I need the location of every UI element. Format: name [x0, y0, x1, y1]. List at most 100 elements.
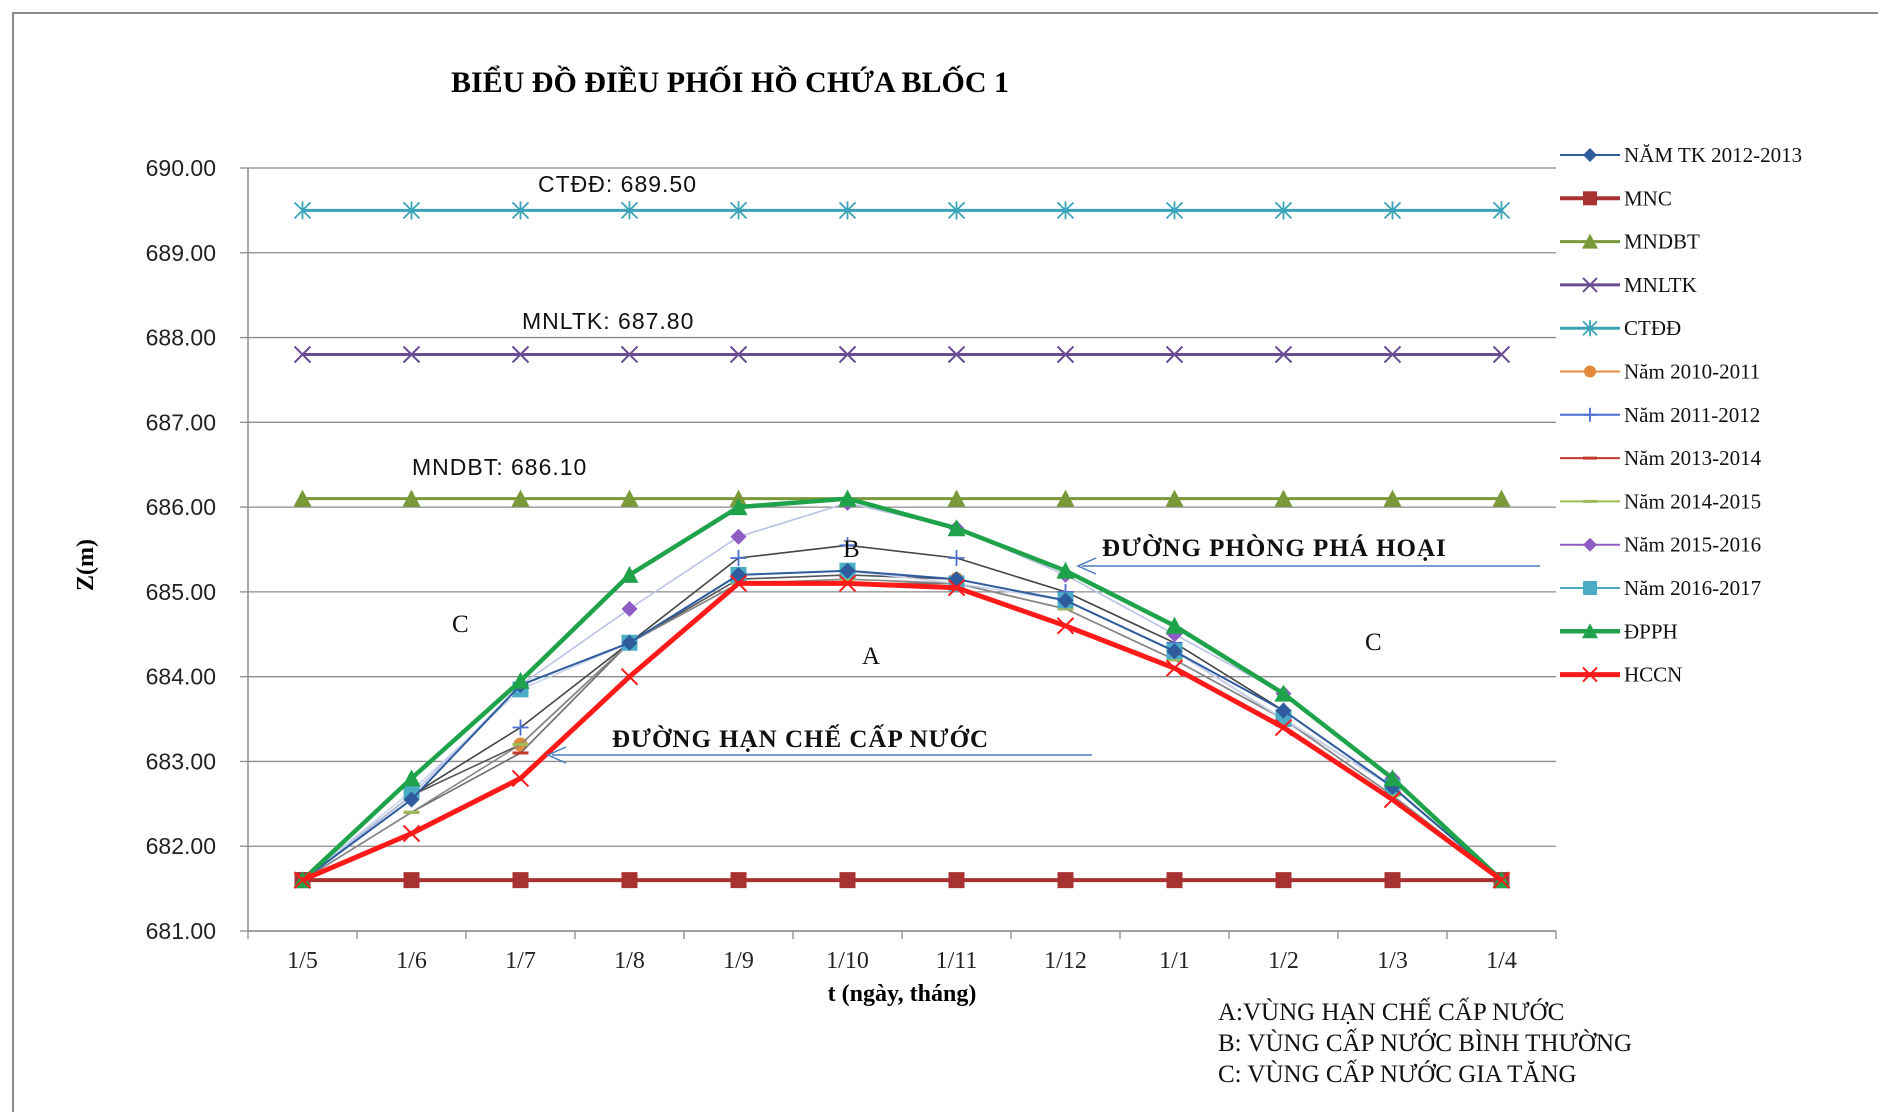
y-tick-labels: 681.00 682.00 683.00 684.00 685.00 686.00 687.… — [146, 155, 216, 944]
legend-item: Năm 2016-2017 — [1560, 576, 1761, 600]
y-tick-label: 687.00 — [146, 409, 216, 435]
legend-label: MNDBT — [1624, 230, 1700, 254]
series-6-point — [730, 549, 747, 566]
series-6-point — [839, 537, 856, 554]
series-3 — [293, 345, 1511, 364]
series-3-point — [947, 345, 966, 364]
series-1-point — [1166, 872, 1183, 889]
legend-item: ĐPPH — [1560, 619, 1678, 643]
series-11-point — [729, 498, 748, 516]
series-11-point — [620, 565, 639, 583]
legend-label: HCCN — [1624, 663, 1682, 687]
series-12-point — [293, 871, 312, 889]
y-tick-label: 685.00 — [146, 579, 216, 605]
series-10-line — [301, 569, 1503, 881]
chart-title: BIỂU ĐỒ ĐIỀU PHỐI HỒ CHỨA BLỐC 1 — [451, 65, 1009, 99]
legend-label: Năm 2013-2014 — [1624, 446, 1762, 470]
x-tick-labels: 1/5 1/6 1/7 1/8 1/9 1/10 1/11 1/12 1/1 1/2 1/3 1/4 — [287, 948, 1517, 974]
series-3-point — [729, 345, 748, 364]
region-c-left-label: C — [452, 611, 469, 638]
chart-frame — [12, 12, 1878, 1112]
series-6-point — [512, 719, 529, 736]
series-12-point — [947, 578, 966, 597]
series-11-point — [511, 671, 530, 689]
axes — [247, 168, 1557, 939]
series-12-point — [838, 574, 857, 593]
legend-item: MNDBT — [1560, 230, 1700, 254]
legend-label: Năm 2014-2015 — [1624, 489, 1761, 513]
series-11-line — [300, 496, 1504, 882]
series-12-point — [1383, 790, 1402, 809]
legend: NĂM TK 2012-2013 MNC MNDBT MNLTK CTĐĐ Năm 201… — [1560, 143, 1802, 687]
series-2-point — [1492, 489, 1511, 507]
series-2-point — [293, 489, 312, 507]
legend-swatch-marker — [1582, 233, 1598, 249]
series-2-point — [1383, 489, 1402, 507]
series-1-point — [621, 872, 638, 889]
legend-swatch-marker — [1582, 277, 1598, 293]
note-region-c: C: VÙNG CẤP NƯỚC GIA TĂNG — [1218, 1059, 1577, 1088]
series-3-point — [838, 345, 857, 364]
series-0-point — [621, 634, 638, 651]
legend-item: Năm 2014-2015 — [1560, 489, 1761, 513]
x-tick-label: 1/12 — [1044, 948, 1087, 974]
series-1-point — [403, 872, 420, 889]
series-3-point — [620, 345, 639, 364]
y-tick-label: 684.00 — [146, 664, 216, 690]
series-3-point — [293, 345, 312, 364]
series-0-point — [403, 791, 420, 808]
series-3-point — [1165, 345, 1184, 364]
series-11-point — [1056, 561, 1075, 579]
series-4 — [293, 201, 1511, 220]
legend-swatch-marker — [1583, 191, 1597, 206]
series-0-point — [1166, 643, 1183, 660]
series-4-point — [838, 201, 857, 220]
series-2-point — [402, 489, 421, 507]
series-1-point — [839, 872, 856, 889]
series-4-point — [620, 201, 639, 220]
legend-label: Năm 2010-2011 — [1624, 360, 1760, 384]
y-tick-label: 681.00 — [146, 918, 216, 944]
x-tick-label: 1/8 — [614, 948, 645, 974]
series-12-point — [729, 574, 748, 593]
series-1-point — [1057, 872, 1074, 889]
series-11-point — [1165, 616, 1184, 634]
x-tick-label: 1/10 — [826, 948, 869, 974]
series-1 — [294, 872, 1510, 889]
mndbt-annotation: MNDBT: 686.10 — [412, 454, 587, 480]
region-c-right-label: C — [1365, 629, 1382, 656]
y-axis-label: Z(m) — [73, 539, 99, 591]
series-11-point — [1274, 684, 1293, 702]
x-tick-label: 1/11 — [936, 948, 978, 974]
series-0-line — [301, 569, 1503, 881]
legend-item: HCCN — [1560, 663, 1682, 687]
hccn-annotation: ĐƯỜNG HẠN CHẾ CẤP NƯỚC — [612, 724, 989, 753]
y-tick-label: 683.00 — [146, 748, 216, 774]
x-tick-label: 1/7 — [505, 948, 536, 974]
x-axis-label: t (ngày, tháng) — [828, 981, 977, 1007]
mnltk-annotation: MNLTK: 687.80 — [522, 308, 694, 334]
series-4-point — [947, 201, 966, 220]
series-2-point — [620, 489, 639, 507]
x-tick-label: 1/9 — [723, 948, 754, 974]
series-3-point — [1274, 345, 1293, 364]
series-1-point — [1384, 872, 1401, 889]
series-2-point — [1274, 489, 1293, 507]
legend-item: Năm 2011-2012 — [1560, 403, 1760, 427]
y-tick-label: 682.00 — [146, 833, 216, 859]
series-3-point — [511, 345, 530, 364]
series-12-point — [1056, 617, 1075, 635]
legend-swatch-marker — [1582, 623, 1598, 639]
legend-item: Năm 2010-2011 — [1560, 360, 1760, 384]
legend-item: CTĐĐ — [1560, 316, 1681, 340]
series-1-point — [512, 872, 529, 889]
series-2-point — [947, 489, 966, 507]
y-tick-label: 689.00 — [146, 240, 216, 266]
x-tick-label: 1/2 — [1268, 948, 1299, 974]
series-11-point — [1383, 769, 1402, 787]
series-1-point — [1275, 872, 1292, 889]
ctdd-annotation: CTĐĐ: 689.50 — [538, 171, 697, 197]
series-12-point — [1165, 659, 1184, 677]
series-8-line — [302, 578, 1502, 881]
legend-swatch-marker — [1583, 148, 1597, 162]
